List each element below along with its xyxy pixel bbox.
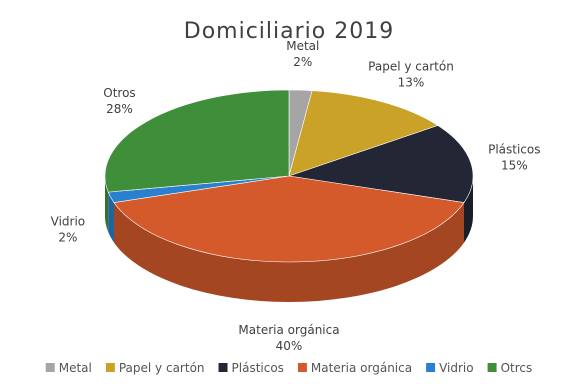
- slice-label-metal: Metal: [286, 39, 319, 53]
- slice-label-papel-y-carton: Papel y cartón: [368, 59, 454, 73]
- pie-slice-materia-organica: [113, 175, 465, 263]
- legend-label-plasticos: Plásticos: [232, 361, 284, 375]
- legend-swatch-papel-y-carton: [105, 363, 115, 372]
- chart-title: Domiciliario 2019: [184, 19, 394, 44]
- legend-label-vidrio: Vidrio: [439, 361, 474, 375]
- slice-label-plasticos: Plásticos: [488, 143, 540, 157]
- legend-label-materia-organica: Materia orgánica: [311, 361, 412, 375]
- legend-swatch-vidrio: [426, 363, 436, 372]
- legend-label-papel-y-carton: Papel y cartón: [119, 361, 205, 375]
- slice-label-vidrio: Vidrio: [51, 214, 86, 228]
- slice-value-materia-organica: 40%: [276, 339, 303, 353]
- pie-side-plasticos: [463, 176, 473, 243]
- pie-slice-otros: [104, 89, 290, 193]
- slice-labels: Metal 2% Papel y cartón 13% Plásticos 15% Mate…: [51, 39, 541, 353]
- legend-label-otros: Otrcs: [501, 361, 533, 375]
- slice-value-papel-y-carton: 13%: [398, 75, 425, 89]
- legend-swatch-plasticos: [218, 363, 228, 372]
- pie-slice-papel-y-carton: [288, 90, 439, 177]
- pie-sides: [105, 176, 473, 302]
- legend-swatch-materia-organica: [297, 363, 307, 372]
- slice-value-otros: 28%: [106, 102, 133, 116]
- legend-swatch-otros: [487, 363, 497, 372]
- pie-slice-plasticos: [288, 125, 474, 203]
- legend-label-metal: Metal: [59, 361, 92, 375]
- slice-label-materia-organica: Materia orgánica: [238, 323, 339, 337]
- slice-value-vidrio: 2%: [58, 230, 77, 244]
- legend: Metal Papel y cartón Plásticos Materia orgá…: [45, 361, 533, 375]
- pie-slices: [104, 89, 474, 263]
- pie-side-vidrio: [108, 192, 115, 243]
- slice-value-metal: 2%: [293, 55, 312, 69]
- legend-swatch-metal: [45, 363, 55, 372]
- slice-value-plasticos: 15%: [501, 159, 528, 173]
- slice-label-otros: Otros: [103, 86, 135, 100]
- pie-side-materia-organica: [114, 202, 464, 302]
